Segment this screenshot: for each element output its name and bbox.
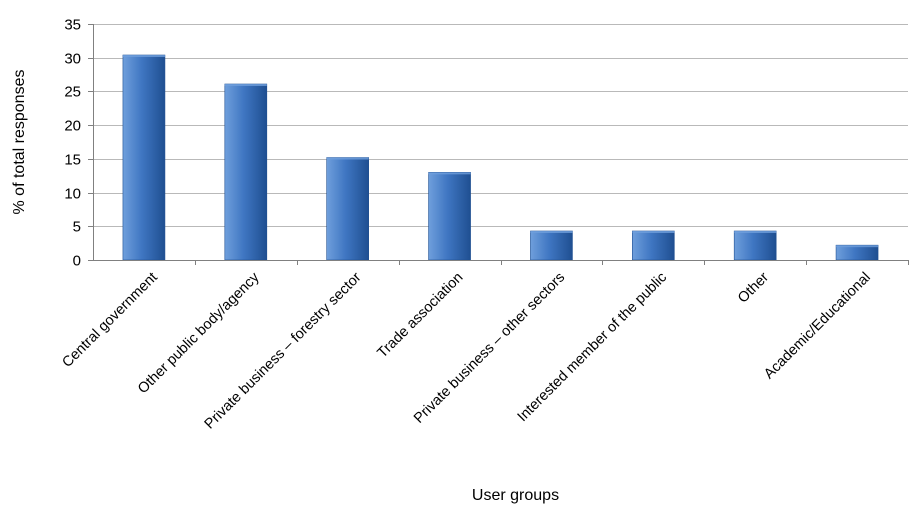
bar-highlight-5	[530, 231, 573, 234]
bar-6	[632, 230, 675, 261]
axes	[88, 24, 909, 265]
x-category-label: Trade association	[375, 270, 467, 362]
bar-2	[224, 83, 268, 261]
x-category-label: Academic/Educational	[761, 270, 874, 383]
y-tick-label: 25	[64, 84, 81, 101]
y-tick-label: 15	[64, 152, 81, 169]
bar-highlight-7	[734, 231, 777, 234]
y-tick-label: 30	[64, 51, 81, 68]
y-tick-label: 5	[73, 219, 81, 236]
y-tick-label: 0	[73, 253, 81, 270]
bar-7	[733, 230, 777, 261]
bar-3	[326, 157, 369, 261]
bar-highlight-4	[428, 172, 471, 175]
bar-highlight-2	[224, 84, 267, 87]
bar-8	[835, 244, 879, 261]
y-tick-label: 20	[64, 118, 81, 135]
bar-highlight-6	[632, 231, 675, 234]
grid-lines	[93, 24, 908, 227]
bar-highlight-8	[836, 245, 879, 248]
x-category-label: Other	[735, 269, 772, 306]
y-tick-label: 35	[64, 17, 81, 34]
bar-highlight-1	[122, 55, 165, 58]
bar-highlight-3	[326, 157, 369, 160]
x-category-label: Central government	[59, 270, 160, 371]
bars	[122, 54, 879, 261]
bar-5	[530, 230, 573, 261]
bar-1	[122, 54, 166, 261]
y-axis-title: % of total responses	[11, 70, 28, 215]
bar-4	[428, 172, 471, 261]
y-tick-labels: 0 5 10 15 20 25 30 35	[64, 17, 81, 270]
y-tick-label: 10	[64, 186, 81, 203]
x-axis-title: User groups	[472, 487, 559, 504]
